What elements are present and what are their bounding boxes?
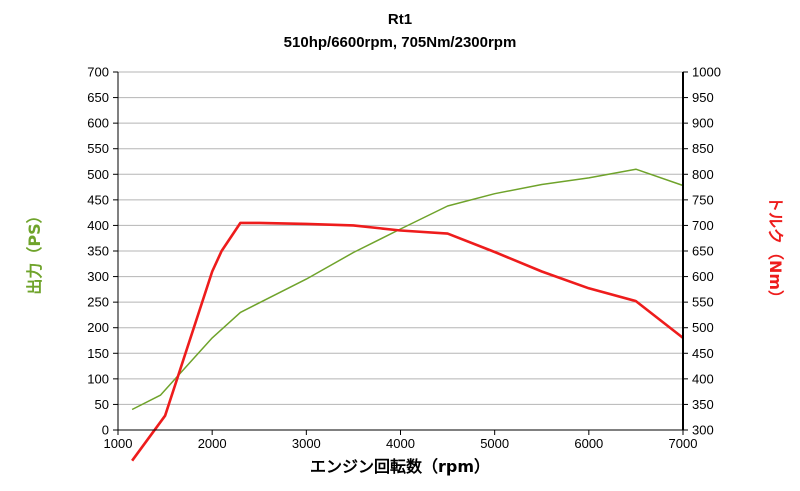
right-tick-label: 600 <box>692 269 714 284</box>
x-tick-label: 3000 <box>292 436 321 451</box>
x-tick-label: 7000 <box>669 436 698 451</box>
chart-title: Rt1 <box>388 11 412 28</box>
right-tick-label: 850 <box>692 141 714 156</box>
left-tick-label: 600 <box>87 116 109 131</box>
x-tick-label: 4000 <box>386 436 415 451</box>
right-tick-label: 350 <box>692 397 714 412</box>
left-tick-label: 500 <box>87 167 109 182</box>
left-tick-label: 50 <box>95 397 109 412</box>
right-tick-label: 400 <box>692 371 714 386</box>
left-axis-ticks: 0 50 100 150 200 250 300 350 400 450 500 550 600 650 7… <box>87 65 118 438</box>
left-tick-label: 150 <box>87 346 109 361</box>
x-axis-label: エンジン回転数（rpm） <box>310 457 490 476</box>
series-group <box>131 168 684 462</box>
x-tick-label: 5000 <box>480 436 509 451</box>
right-tick-label: 900 <box>692 116 714 131</box>
right-tick-label: 750 <box>692 192 714 207</box>
right-tick-label: 500 <box>692 320 714 335</box>
left-tick-label: 450 <box>87 192 109 207</box>
x-tick-label: 2000 <box>198 436 227 451</box>
torque-series-line <box>131 221 684 462</box>
power-series-line <box>131 168 684 411</box>
left-tick-label: 550 <box>87 141 109 156</box>
left-axis-label: 出力（PS） <box>25 207 44 294</box>
x-axis-ticks: 1000 2000 3000 4000 5000 6000 7000 <box>104 430 698 451</box>
right-tick-label: 950 <box>692 90 714 105</box>
right-tick-label: 800 <box>692 167 714 182</box>
left-tick-label: 0 <box>102 423 109 438</box>
right-axis-ticks: 300 350 400 450 500 550 600 650 700 750 800 850 900 9… <box>683 65 721 438</box>
gridlines <box>118 71 683 405</box>
x-tick-label: 6000 <box>574 436 603 451</box>
left-tick-label: 300 <box>87 269 109 284</box>
left-tick-label: 650 <box>87 90 109 105</box>
left-tick-label: 350 <box>87 244 109 259</box>
right-tick-label: 650 <box>692 244 714 259</box>
left-tick-label: 100 <box>87 371 109 386</box>
right-tick-label: 550 <box>692 295 714 310</box>
left-tick-label: 400 <box>87 218 109 233</box>
right-axis-label: トルク（Nm） <box>766 196 785 306</box>
left-tick-label: 700 <box>87 65 109 80</box>
x-tick-label: 1000 <box>104 436 133 451</box>
right-tick-label: 700 <box>692 218 714 233</box>
right-tick-label: 1000 <box>692 65 721 80</box>
right-tick-label: 300 <box>692 423 714 438</box>
left-tick-label: 250 <box>87 295 109 310</box>
chart-subtitle: 510hp/6600rpm, 705Nm/2300rpm <box>284 34 517 51</box>
left-tick-label: 200 <box>87 320 109 335</box>
right-tick-label: 450 <box>692 346 714 361</box>
